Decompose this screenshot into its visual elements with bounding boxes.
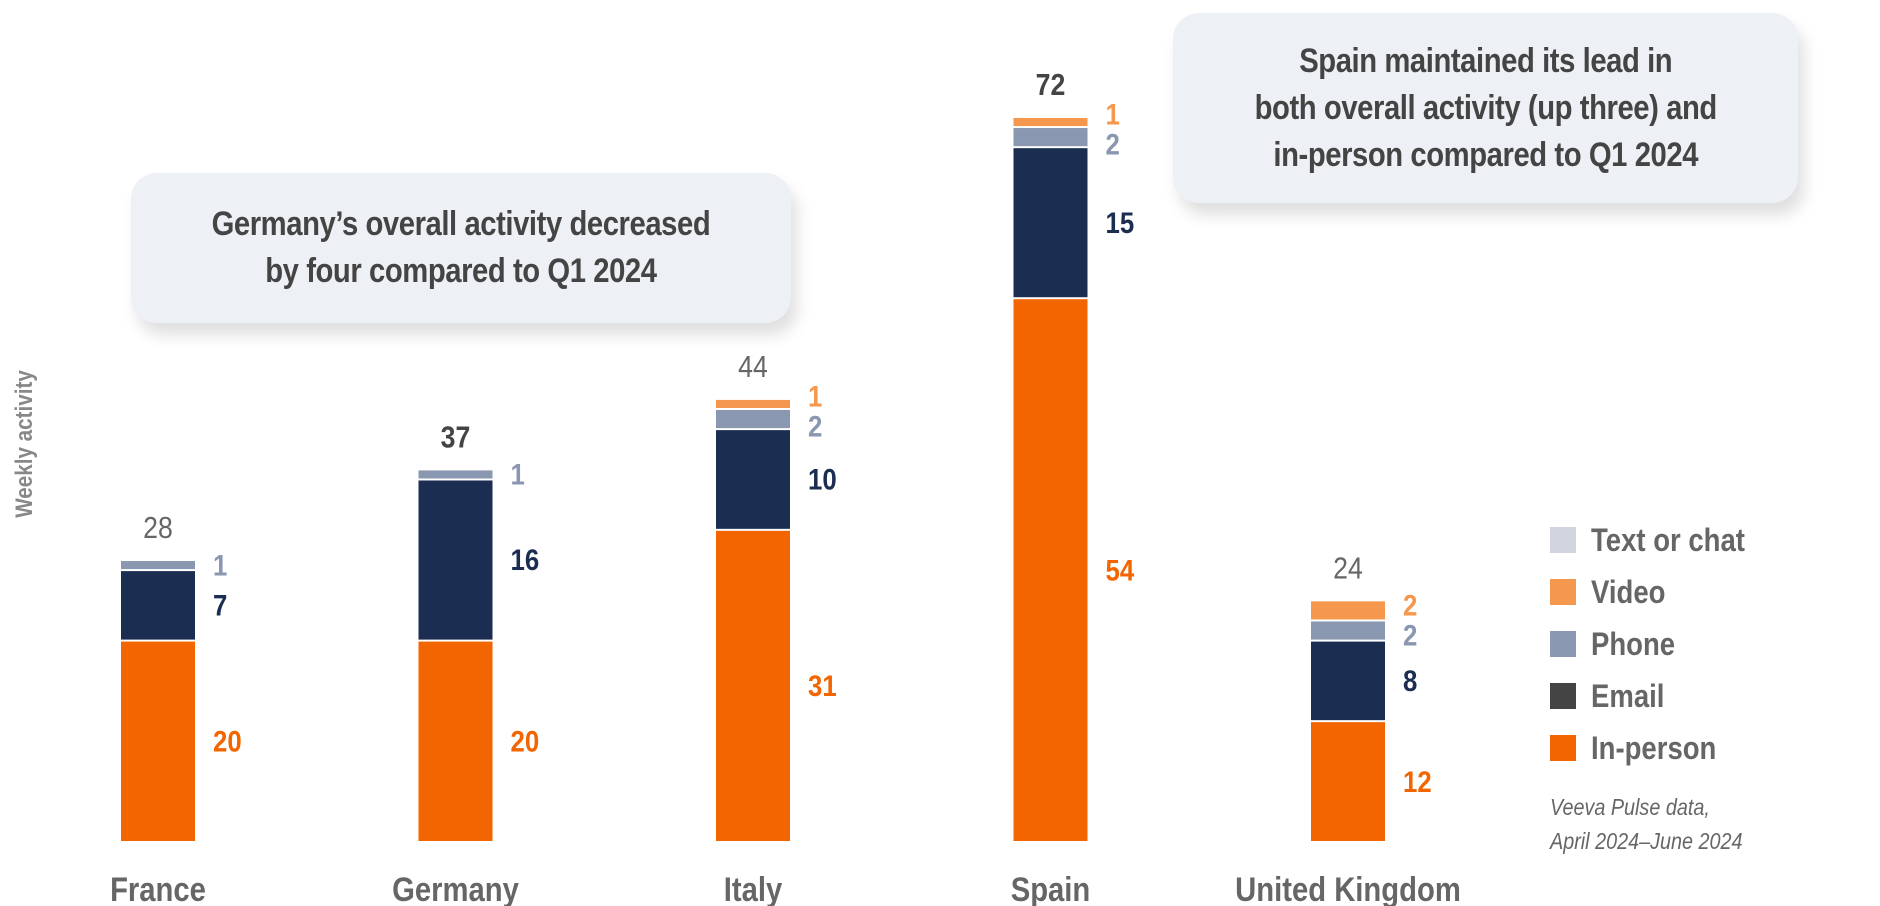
bar-segment-email xyxy=(1311,641,1385,721)
segment-value-label: 1 xyxy=(213,548,227,581)
total-value-label: 28 xyxy=(143,511,173,545)
legend-swatch xyxy=(1550,735,1576,761)
segment-value-label: 7 xyxy=(213,589,227,622)
segment-value-label: 2 xyxy=(1403,619,1417,652)
callout-line: both overall activity (up three) and xyxy=(1254,88,1717,127)
segment-value-label: 10 xyxy=(808,463,837,496)
legend: Text or chat Video Phone Email In-person xyxy=(1550,514,1770,774)
bar-segment-email xyxy=(121,571,195,640)
total-value-label: 72 xyxy=(1036,68,1066,102)
legend-item-text-or-chat: Text or chat xyxy=(1550,514,1770,566)
bar-segment-phone xyxy=(121,561,195,570)
segment-value-label: 1 xyxy=(808,380,822,413)
legend-swatch xyxy=(1550,527,1576,553)
legend-item-video: Video xyxy=(1550,566,1770,618)
bar-segment-in-person xyxy=(1013,299,1088,842)
segment-value-label: 16 xyxy=(510,543,539,576)
category-label: Germany xyxy=(392,870,519,906)
bar-segment-video xyxy=(1311,601,1385,620)
total-value-label: 24 xyxy=(1333,552,1363,586)
category-label: Italy xyxy=(724,870,783,906)
source-line: Veeva Pulse data, xyxy=(1550,794,1710,820)
segment-value-label: 54 xyxy=(1106,553,1135,586)
bar-segment-phone xyxy=(1013,128,1088,147)
legend-swatch xyxy=(1550,631,1576,657)
segment-value-label: 1 xyxy=(510,458,524,491)
segment-value-label: 20 xyxy=(213,725,242,758)
bar-segment-video xyxy=(716,399,790,408)
callout-line: in-person compared to Q1 2024 xyxy=(1273,135,1698,174)
legend-label: Video xyxy=(1591,573,1666,610)
bar-segment-email xyxy=(1013,148,1088,298)
source-note: Veeva Pulse data, April 2024–June 2024 xyxy=(1550,790,1742,858)
bar-segment-email xyxy=(418,480,493,640)
bar-segment-phone xyxy=(418,470,493,479)
legend-item-email: Email xyxy=(1550,670,1770,722)
legend-item-in-person: In-person xyxy=(1550,722,1770,774)
callout-line: by four compared to Q1 2024 xyxy=(265,252,657,290)
legend-swatch xyxy=(1550,683,1576,709)
legend-item-phone: Phone xyxy=(1550,618,1770,670)
y-axis-label: Weekly activity xyxy=(10,370,38,518)
bar-segment-email xyxy=(716,430,790,529)
segment-value-label: 1 xyxy=(1106,98,1120,131)
segment-value-label: 8 xyxy=(1403,664,1417,697)
segment-value-label: 12 xyxy=(1403,765,1432,798)
legend-label: In-person xyxy=(1591,729,1717,766)
legend-label: Phone xyxy=(1591,625,1676,662)
bar-segment-video xyxy=(1013,117,1088,127)
segment-value-label: 20 xyxy=(510,725,539,758)
total-value-label: 44 xyxy=(738,350,768,384)
segment-value-label: 2 xyxy=(1106,128,1120,161)
callout-line: Spain maintained its lead in xyxy=(1298,41,1673,80)
germany-callout: Germany’s overall activity decreased by … xyxy=(131,173,791,323)
category-label: United Kingdom xyxy=(1235,870,1461,906)
legend-label: Text or chat xyxy=(1591,521,1745,558)
legend-label: Email xyxy=(1591,677,1665,714)
bar-segment-in-person xyxy=(418,641,493,841)
total-value-label: 37 xyxy=(441,421,471,455)
bar-segment-in-person xyxy=(121,641,195,841)
spain-callout: Spain maintained its lead in both overal… xyxy=(1173,13,1798,203)
segment-value-label: 2 xyxy=(1403,589,1417,622)
legend-swatch xyxy=(1550,579,1576,605)
category-label: France xyxy=(110,870,206,906)
bar-segment-in-person xyxy=(716,530,790,841)
bar-segment-phone xyxy=(716,409,790,429)
segment-value-label: 2 xyxy=(808,410,822,443)
bar-segment-in-person xyxy=(1311,722,1385,841)
source-line: April 2024–June 2024 xyxy=(1550,828,1743,854)
category-label: Spain xyxy=(1011,870,1091,906)
callout-line: Germany’s overall activity decreased xyxy=(211,205,711,243)
segment-value-label: 31 xyxy=(808,669,837,702)
segment-value-label: 15 xyxy=(1106,206,1135,239)
bar-segment-phone xyxy=(1311,621,1385,640)
